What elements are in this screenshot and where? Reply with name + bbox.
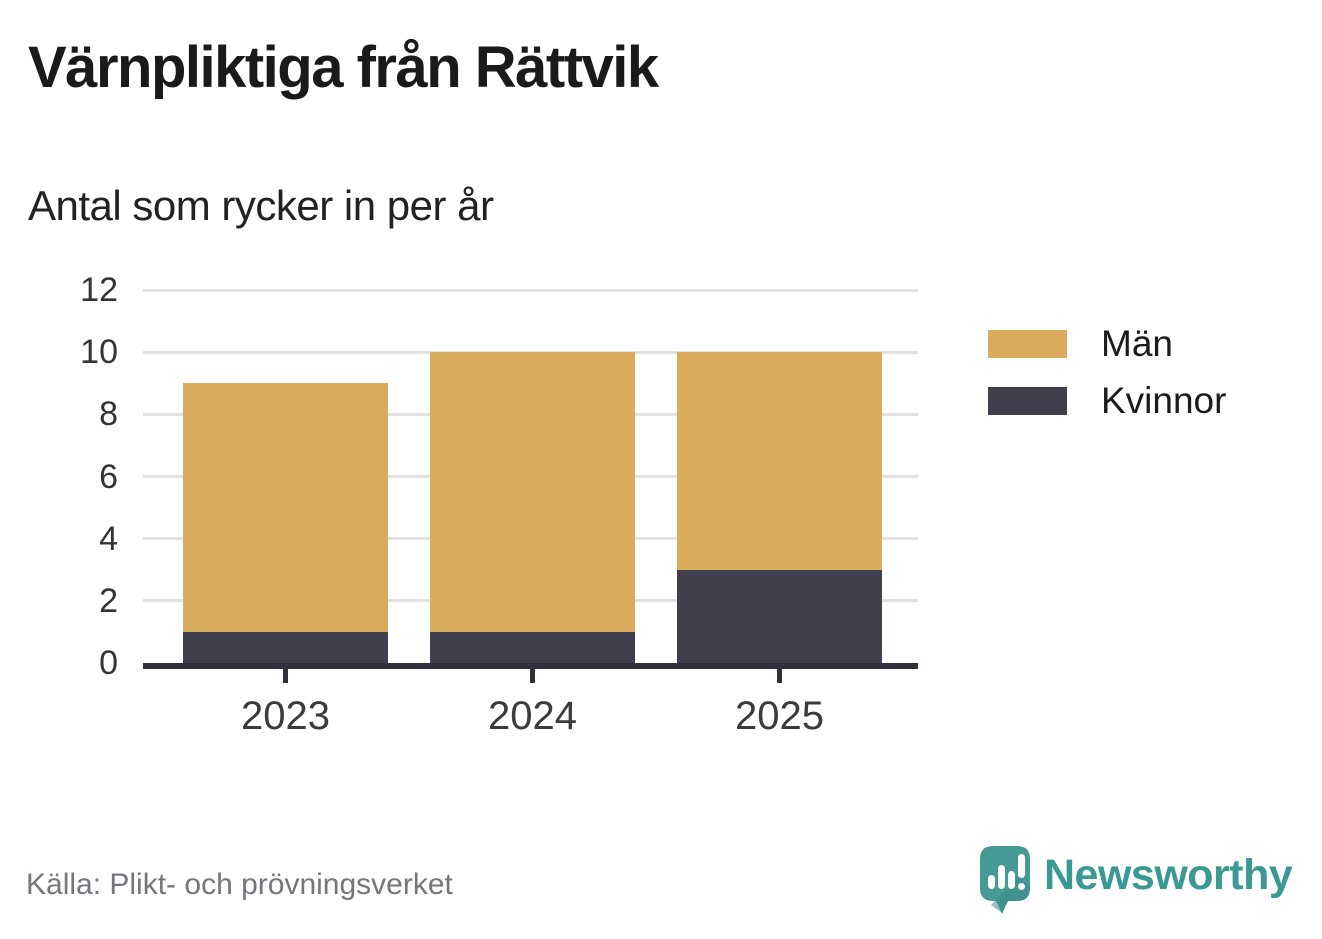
bar-segment-män-2023 — [183, 383, 388, 632]
x-axis-label-2024: 2024 — [488, 694, 577, 738]
x-axis-tick-2024 — [530, 669, 535, 683]
legend-swatch-kvinnor — [988, 387, 1067, 415]
y-axis-tick-label: 12 — [80, 271, 118, 309]
newsworthy-wordmark: Newsworthy — [1044, 851, 1293, 899]
newsworthy-bubble-icon — [980, 846, 1030, 914]
bar-segment-kvinnor-2023 — [183, 631, 388, 663]
bar-segment-kvinnor-2024 — [430, 631, 635, 663]
y-axis-tick-label: 4 — [99, 519, 118, 558]
y-axis-tick-label: 2 — [99, 581, 118, 620]
source-attribution: Källa: Plikt- och prövningsverket — [26, 868, 453, 901]
newsworthy-logo: Newsworthy — [977, 842, 1293, 918]
page-title: Värnpliktiga från Rättvik — [28, 35, 659, 100]
bar-segment-män-2024 — [430, 352, 635, 632]
legend-item-män: Män — [988, 323, 1226, 364]
x-axis-tick-2025 — [777, 669, 782, 683]
bar-segment-män-2025 — [677, 352, 882, 570]
x-axis-label-2023: 2023 — [241, 694, 330, 738]
chart-legend: Män Kvinnor — [988, 323, 1227, 421]
y-axis-tick-label: 8 — [99, 395, 118, 434]
legend-item-kvinnor: Kvinnor — [988, 380, 1227, 421]
x-axis-label-2025: 2025 — [735, 694, 824, 738]
bar-segment-kvinnor-2025 — [677, 569, 882, 663]
x-axis-tick-2023 — [283, 669, 288, 683]
legend-swatch-män — [988, 330, 1067, 358]
gridline-y12 — [143, 288, 918, 292]
chart-subtitle: Antal som rycker in per år — [28, 182, 494, 229]
legend-label-män: Män — [1101, 323, 1173, 364]
y-axis-tick-label: 6 — [99, 457, 118, 496]
x-axis-line — [143, 663, 918, 669]
y-axis-tick-label: 0 — [99, 644, 118, 682]
legend-label-kvinnor: Kvinnor — [1101, 380, 1227, 421]
y-axis-tick-label: 10 — [80, 333, 118, 372]
